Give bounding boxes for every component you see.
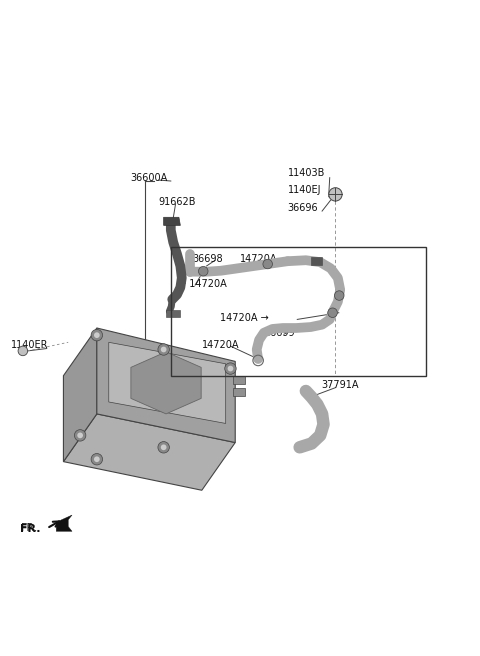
Text: 14720A →: 14720A → xyxy=(220,314,269,323)
Bar xyxy=(233,376,245,384)
Circle shape xyxy=(74,430,86,441)
Circle shape xyxy=(328,308,337,318)
Circle shape xyxy=(91,329,103,341)
Bar xyxy=(166,310,180,317)
Text: 14720A: 14720A xyxy=(202,340,240,350)
Text: 36696: 36696 xyxy=(288,203,318,213)
Circle shape xyxy=(225,363,236,375)
Text: 11403B: 11403B xyxy=(288,168,325,178)
Text: 14720A: 14720A xyxy=(240,254,277,264)
Polygon shape xyxy=(97,328,235,443)
Circle shape xyxy=(94,333,100,338)
Bar xyxy=(233,388,245,396)
Text: 91662B: 91662B xyxy=(159,197,196,207)
Polygon shape xyxy=(109,342,226,423)
Circle shape xyxy=(91,453,103,465)
Circle shape xyxy=(158,441,169,453)
Circle shape xyxy=(161,346,167,352)
Text: 37791A: 37791A xyxy=(321,380,359,390)
Text: 1140EJ: 1140EJ xyxy=(288,184,321,195)
Text: 1140ER: 1140ER xyxy=(11,340,48,350)
Polygon shape xyxy=(63,328,97,462)
Circle shape xyxy=(199,266,208,276)
Circle shape xyxy=(161,445,167,450)
Text: 36698: 36698 xyxy=(192,254,223,264)
Polygon shape xyxy=(63,414,235,490)
Text: FR.: FR. xyxy=(21,524,41,535)
Polygon shape xyxy=(311,257,322,265)
Polygon shape xyxy=(56,515,72,531)
Circle shape xyxy=(329,188,342,201)
Circle shape xyxy=(77,432,83,438)
Text: ← 14720A: ← 14720A xyxy=(178,279,227,289)
Circle shape xyxy=(94,457,100,462)
Circle shape xyxy=(158,344,169,355)
Circle shape xyxy=(263,259,273,269)
Circle shape xyxy=(228,365,233,371)
Bar xyxy=(171,247,426,376)
Circle shape xyxy=(18,346,28,356)
Text: FR.: FR. xyxy=(21,523,38,533)
Polygon shape xyxy=(131,352,201,414)
Text: 36699: 36699 xyxy=(264,328,295,338)
Polygon shape xyxy=(164,217,180,226)
Text: 36600A: 36600A xyxy=(130,173,168,182)
Circle shape xyxy=(335,291,344,300)
